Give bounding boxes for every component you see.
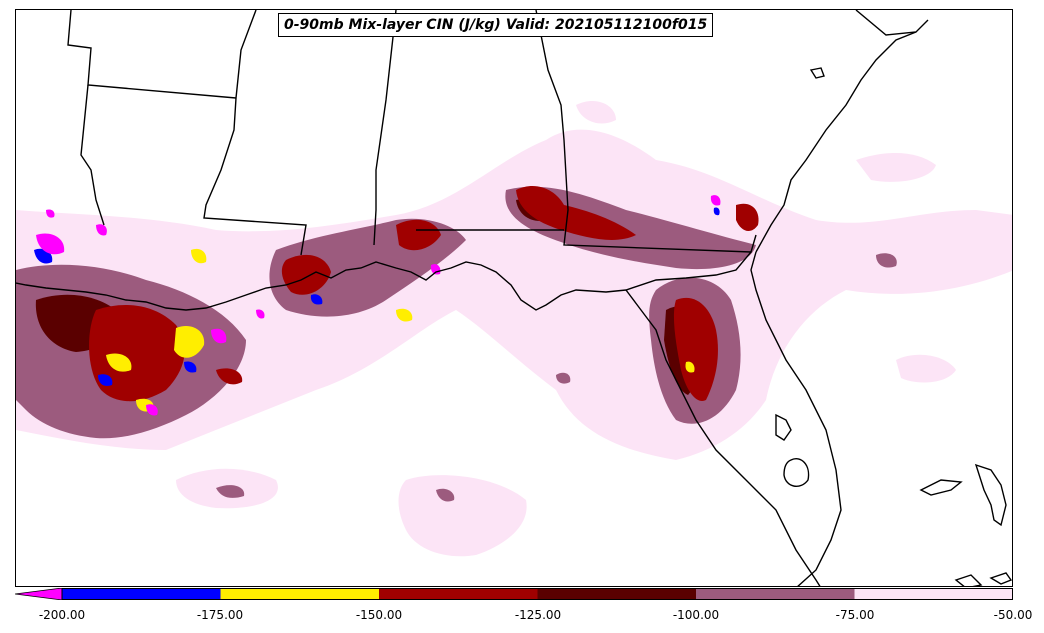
map-title: 0-90mb Mix-layer CIN (J/kg) Valid: 20210… xyxy=(278,13,714,37)
colorbar-tick-label: -75.00 xyxy=(835,608,875,622)
colorbar-segment xyxy=(854,588,1013,600)
colorbar-segment xyxy=(62,588,221,600)
colorbar xyxy=(15,588,1013,600)
colorbar-segment xyxy=(696,588,855,600)
map-panel xyxy=(15,9,1013,587)
colorbar-tick-label: -100.00 xyxy=(672,608,720,622)
colorbar-tick-label: -50.00 xyxy=(993,608,1033,622)
colorbar-under-triangle xyxy=(15,588,63,600)
cin-fill-red xyxy=(89,185,759,402)
colorbar-tick-label: -175.00 xyxy=(196,608,244,622)
colorbar-segment xyxy=(379,588,538,600)
colorbar-tick-label: -200.00 xyxy=(38,608,86,622)
cin-fill-magenta xyxy=(36,195,721,416)
colorbar-segment xyxy=(220,588,379,600)
cin-map xyxy=(16,10,1012,586)
colorbar-tick-label: -150.00 xyxy=(355,608,403,622)
state-boundaries xyxy=(16,10,1012,586)
colorbar-segment xyxy=(537,588,696,600)
cin-fill-light-pink xyxy=(16,100,1012,557)
colorbar-tick-label: -125.00 xyxy=(514,608,562,622)
colorbar-segments xyxy=(62,588,1013,600)
colorbar-outline xyxy=(61,588,1013,600)
